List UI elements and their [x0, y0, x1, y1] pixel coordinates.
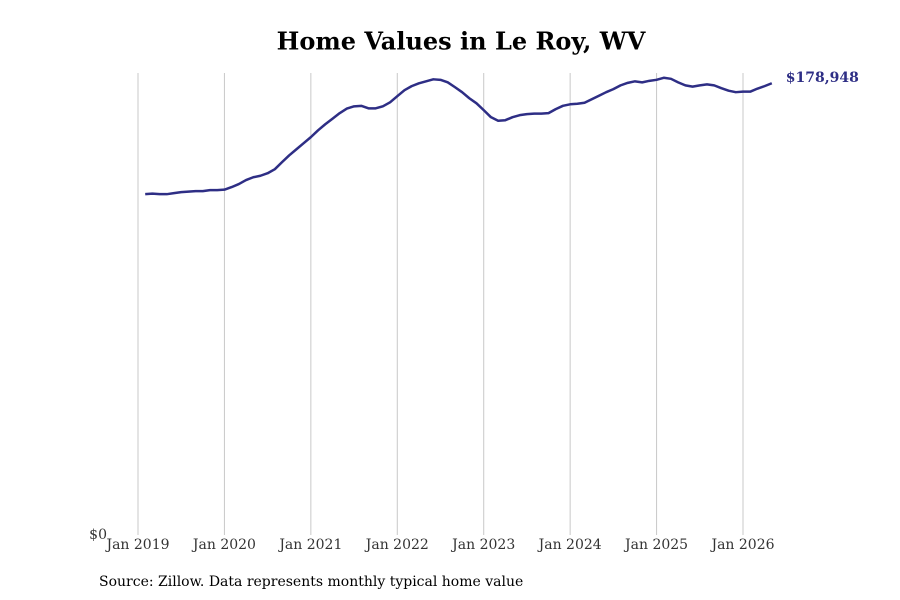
source-note: Source: Zillow. Data represents monthly …	[99, 574, 523, 590]
value-label: $178,948	[786, 70, 859, 86]
x-tick-label: Jan 2020	[191, 537, 256, 553]
x-tick-label: Jan 2019	[104, 537, 169, 553]
x-tick-label: Jan 2025	[623, 537, 688, 553]
x-tick-label: Jan 2023	[450, 537, 515, 553]
y-tick-label: $0	[89, 527, 107, 543]
line-series	[145, 76, 773, 196]
x-tick-label: Jan 2026	[709, 537, 774, 553]
chart-title: Home Values in Le Roy, WV	[277, 27, 646, 56]
x-tick-label: Jan 2022	[364, 537, 429, 553]
x-tick-label: Jan 2021	[277, 537, 342, 553]
x-tick-label: Jan 2024	[537, 537, 602, 553]
